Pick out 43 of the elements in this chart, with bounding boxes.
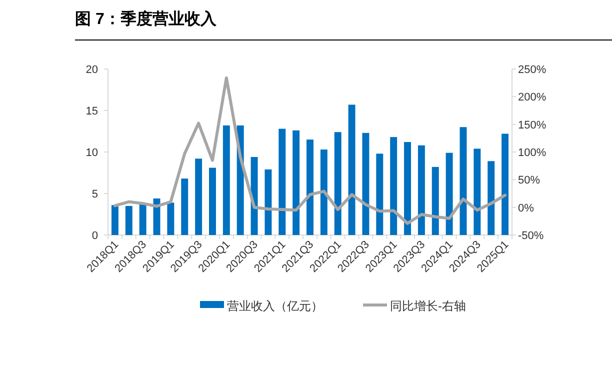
bar [502,134,509,235]
y2-tick-label: 50% [518,174,540,187]
bar [292,130,300,235]
bar [432,166,439,235]
y2-tick-label: 250% [518,64,546,76]
bar [376,154,384,235]
bar [334,132,342,235]
bar [264,169,272,235]
y2-tick-label: 100% [518,147,546,159]
bar [125,206,132,235]
bar [167,202,174,235]
bar [222,125,230,235]
bar [348,104,356,235]
bar [320,150,328,235]
bar [474,148,481,235]
y-tick-label: 15 [86,106,98,118]
bar [418,145,425,235]
y-tick-label: 5 [92,188,98,200]
bar [390,137,398,235]
legend-label: 营业收入（亿元） [227,299,323,313]
line-series [113,76,507,225]
y2-tick-label: 0% [518,202,534,214]
y-tick-label: 20 [86,64,98,76]
bar [139,203,146,235]
bar [362,132,370,235]
y2-tick-label: -50% [518,230,544,242]
legend-label: 同比增长-右轴 [390,299,466,313]
y-tick-label: 0 [92,230,98,242]
bar [446,152,453,235]
y2-tick-label: 200% [518,92,546,104]
bar [278,128,286,235]
bar [460,127,467,235]
bar [111,205,118,235]
bar [250,156,258,235]
bar [488,161,495,235]
bar [195,158,202,235]
y2-tick-label: 150% [518,119,546,132]
bar [181,178,188,235]
bar [209,168,216,235]
y-tick-label: 10 [86,147,98,159]
bar [404,142,411,235]
chart-title: 图 7：季度营业收入 [75,9,218,28]
bar [306,140,314,235]
